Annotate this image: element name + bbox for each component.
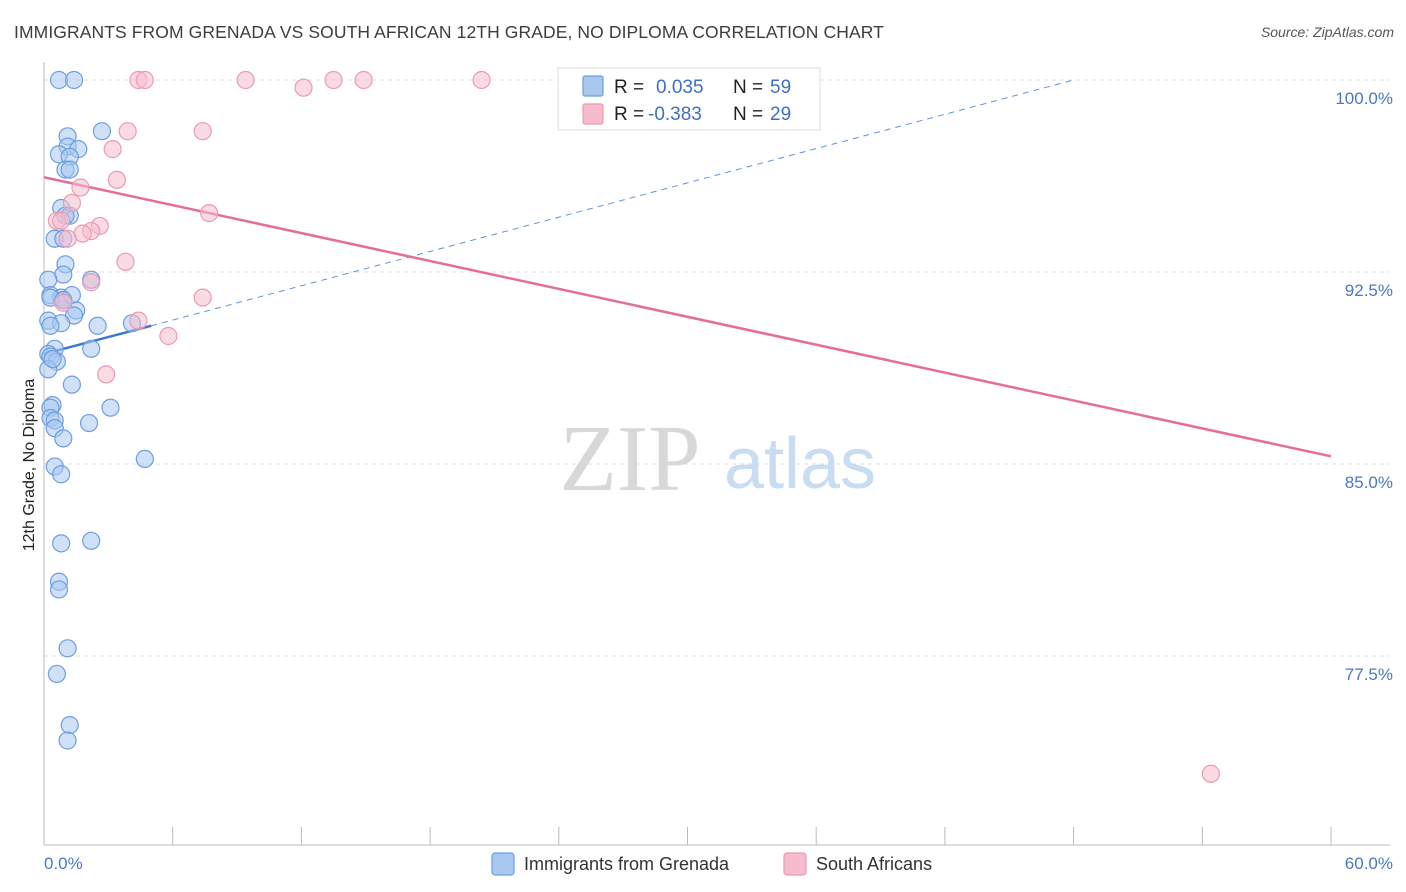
point-south-africans	[54, 293, 73, 312]
point-grenada	[60, 160, 79, 179]
point-south-africans	[116, 252, 135, 271]
point-grenada	[88, 316, 107, 335]
point-grenada	[92, 122, 112, 141]
point-south-africans	[103, 140, 122, 159]
point-grenada	[64, 70, 84, 90]
point-south-africans	[73, 224, 92, 243]
point-grenada	[39, 270, 58, 289]
legend-swatch-south-africans	[582, 103, 604, 125]
y-tick-label: 77.5%	[1345, 665, 1393, 684]
point-south-africans	[294, 78, 313, 97]
trend-lines	[43, 79, 1332, 458]
point-grenada	[41, 316, 60, 335]
legend-r-value: -0.383	[648, 104, 702, 125]
watermark: ZIP atlas	[560, 407, 877, 511]
trend-line-south-africans	[43, 176, 1332, 458]
y-axis-label: 12th Grade, No Diploma	[21, 379, 38, 552]
point-south-africans	[236, 70, 255, 90]
y-tick-label: 100.0%	[1335, 89, 1393, 108]
point-grenada	[58, 731, 77, 750]
point-grenada	[47, 664, 66, 684]
legend-r-label: R =	[614, 104, 644, 125]
point-south-africans	[1201, 764, 1220, 783]
y-tick-labels: 77.5% 85.0% 92.5% 100.0%	[1335, 89, 1393, 684]
point-grenada	[62, 375, 81, 394]
point-south-africans	[193, 122, 212, 141]
series-legend-swatch-south-africans	[783, 852, 807, 876]
stats-legend: R = 0.035 N = 59 R = -0.383 N = 29	[557, 67, 821, 131]
point-south-africans	[135, 70, 154, 90]
point-grenada	[43, 349, 62, 369]
legend-n-value: 29	[770, 104, 791, 125]
point-south-africans	[97, 365, 116, 384]
axes	[43, 62, 1390, 846]
point-grenada	[54, 429, 73, 448]
point-grenada	[58, 639, 77, 658]
point-south-africans	[62, 193, 81, 212]
series-legend-label-grenada: Immigrants from Grenada	[524, 854, 730, 874]
legend-r-value: 0.035	[656, 77, 704, 98]
x-tick-labels: 0.0% 60.0%	[44, 854, 1393, 873]
watermark-zip: ZIP	[560, 407, 701, 511]
watermark-atlas: atlas	[724, 424, 876, 504]
point-grenada	[135, 449, 154, 468]
data-points	[39, 70, 1220, 783]
series-legend-label-south-africans: South Africans	[816, 854, 932, 874]
y-tick-label: 92.5%	[1345, 281, 1393, 300]
point-grenada	[82, 339, 101, 358]
y-tick-label: 85.0%	[1345, 473, 1393, 492]
series-legend: Immigrants from Grenada South Africans	[491, 852, 932, 876]
point-grenada	[82, 531, 101, 550]
point-south-africans	[200, 204, 219, 223]
legend-swatch-grenada	[582, 75, 604, 97]
point-south-africans	[354, 70, 373, 90]
source-label: Source: ZipAtlas.com	[1260, 24, 1394, 40]
point-grenada	[49, 580, 69, 599]
point-south-africans	[71, 178, 90, 197]
point-south-africans	[159, 326, 178, 346]
point-grenada	[79, 413, 99, 433]
point-south-africans	[82, 273, 101, 292]
grid-lines	[44, 79, 1390, 657]
point-grenada	[101, 398, 120, 417]
legend-n-label: N =	[733, 77, 763, 98]
point-grenada	[52, 534, 71, 553]
point-south-africans	[107, 170, 127, 189]
series-legend-swatch-grenada	[491, 852, 515, 876]
point-south-africans	[324, 70, 343, 90]
point-grenada	[60, 716, 79, 735]
trend-line-grenada-extension	[151, 79, 1074, 327]
legend-r-label: R =	[614, 77, 644, 98]
x-tick-label: 0.0%	[44, 854, 83, 873]
point-south-africans	[193, 288, 212, 307]
point-south-africans	[472, 70, 491, 90]
x-tick-label: 60.0%	[1345, 854, 1393, 873]
point-south-africans	[52, 211, 71, 230]
point-south-africans	[118, 122, 137, 141]
point-south-africans	[58, 229, 77, 248]
legend-n-label: N =	[733, 104, 763, 125]
chart-title: IMMIGRANTS FROM GRENADA VS SOUTH AFRICAN…	[14, 22, 884, 42]
point-south-africans	[129, 311, 148, 330]
point-grenada	[54, 265, 73, 284]
legend-n-value: 59	[770, 77, 791, 98]
point-grenada	[52, 465, 71, 484]
